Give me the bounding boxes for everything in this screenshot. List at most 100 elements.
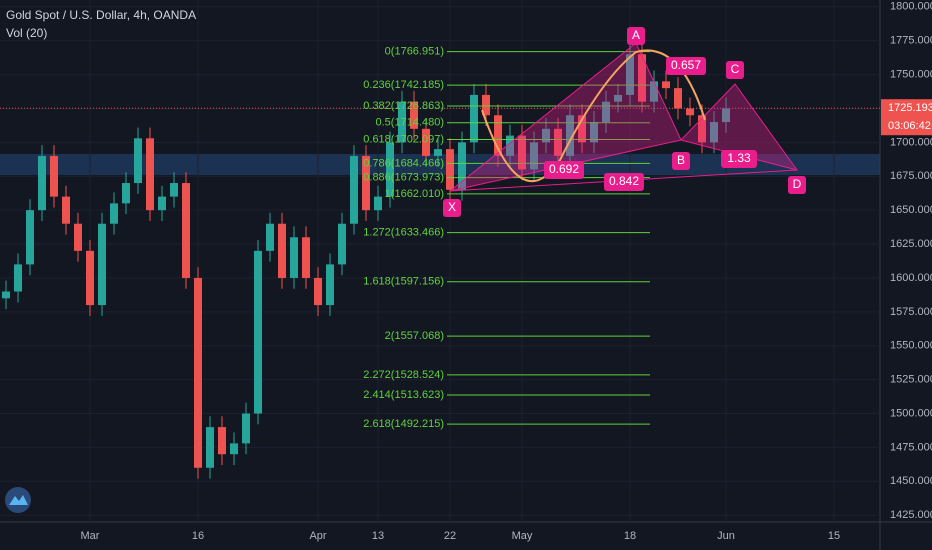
candle-body — [482, 94, 490, 116]
y-tick-label: 1675.000 — [890, 170, 932, 182]
candle-body — [134, 138, 142, 184]
fib-label: 1.618(1597.156) — [363, 276, 444, 288]
x-tick-label: 16 — [192, 530, 204, 542]
x-tick-label: 18 — [624, 530, 636, 542]
y-tick-label: 1775.000 — [890, 35, 932, 47]
fib-label: 0.886(1673.973) — [363, 172, 444, 184]
candle-body — [254, 250, 262, 414]
candle-body — [614, 94, 622, 102]
label-box — [672, 152, 690, 170]
candle-body — [686, 108, 694, 116]
fib-label: 0.236(1742.185) — [363, 79, 444, 91]
candle-body — [698, 115, 706, 143]
candle-body — [74, 223, 82, 251]
candle-body — [350, 155, 358, 224]
x-tick-label: 15 — [828, 530, 840, 542]
price-label: 1725.193 — [888, 102, 932, 114]
fib-label: 0.5(1714.480) — [376, 117, 445, 129]
candle-body — [266, 223, 274, 251]
fib-label: 1.272(1633.466) — [363, 226, 444, 238]
point-label: A — [632, 28, 640, 42]
x-tick-label: May — [512, 530, 533, 542]
label-box — [666, 57, 706, 75]
candle-body — [194, 277, 202, 468]
candle-body — [398, 101, 406, 143]
fib-label: 2(1557.068) — [385, 330, 444, 342]
x-tick-label: 13 — [372, 530, 384, 542]
y-tick-label: 1500.000 — [890, 407, 932, 419]
candle-body — [146, 138, 154, 211]
candle-body — [50, 155, 58, 197]
fib-label: 2.272(1528.524) — [363, 369, 444, 381]
y-tick-label: 1550.000 — [890, 340, 932, 352]
candle-body — [86, 250, 94, 306]
candle-body — [494, 115, 502, 156]
candle-body — [722, 108, 730, 123]
candle-body — [38, 155, 46, 211]
candle-body — [218, 427, 226, 455]
candle-body — [650, 81, 658, 102]
candle-body — [14, 264, 22, 292]
candle-body — [542, 128, 550, 143]
x-axis: Mar 16 Apr 13 22 May 18 Jun 15 — [81, 530, 841, 542]
candle-body — [290, 237, 298, 278]
y-tick-label: 1525.000 — [890, 374, 932, 386]
label-box — [788, 176, 806, 194]
pattern-labels: X A B C D 0.657 0.692 0.842 1.33 — [443, 27, 806, 217]
candle-body — [314, 277, 322, 306]
candle-body — [554, 128, 562, 156]
candle-body — [530, 142, 538, 170]
candle-body — [710, 122, 718, 143]
candle-body — [26, 210, 34, 265]
candle-body — [230, 443, 238, 455]
fib-label: 0.786(1684.466) — [363, 157, 444, 169]
candle-body — [62, 196, 70, 224]
volume-label: Vol (20) — [6, 26, 47, 40]
candle-body — [158, 196, 166, 211]
fib-label: 0.618(1702.097) — [363, 133, 444, 145]
fib-label: 2.618(1492.215) — [363, 418, 444, 430]
x-tick-label: 22 — [444, 530, 456, 542]
candle-body — [302, 237, 310, 278]
price-box — [881, 99, 932, 136]
candle-body — [362, 155, 370, 211]
candle-body — [110, 203, 118, 224]
label-box — [726, 61, 744, 79]
point-label: C — [731, 62, 740, 76]
countdown: 03:06:42 — [888, 120, 931, 132]
y-tick-label: 1750.000 — [890, 68, 932, 80]
point-label: D — [793, 177, 802, 191]
candles — [2, 43, 730, 479]
candle-body — [674, 88, 682, 109]
candle-body — [590, 122, 598, 143]
candle-body — [326, 264, 334, 306]
y-tick-label: 1475.000 — [890, 441, 932, 453]
fib-label: 0(1766.951) — [385, 45, 444, 57]
candle-body — [98, 223, 106, 306]
y-tick-label: 1650.000 — [890, 204, 932, 216]
candle-body — [578, 115, 586, 143]
ratio-label: 0.657 — [671, 58, 701, 72]
candle-body — [566, 115, 574, 156]
y-tick-label: 1700.000 — [890, 136, 932, 148]
ratio-label: 0.842 — [609, 174, 639, 188]
candle-body — [122, 183, 130, 204]
chart-title: Gold Spot / U.S. Dollar, 4h, OANDA — [6, 8, 196, 22]
candle-body — [386, 142, 394, 197]
candle-body — [662, 81, 670, 89]
x-tick-label: Jun — [717, 530, 735, 542]
candle-body — [626, 54, 634, 95]
candle-body — [434, 149, 442, 156]
candle-body — [506, 135, 514, 156]
y-tick-label: 1800.000 — [890, 1, 932, 13]
y-axis: 1425.000 1450.000 1475.000 1500.000 1525.000… — [881, 1, 932, 521]
label-box — [604, 173, 644, 191]
candle-body — [278, 223, 286, 278]
y-tick-label: 1625.000 — [890, 238, 932, 250]
zone — [0, 154, 880, 175]
y-tick-label: 1425.000 — [890, 509, 932, 521]
candle-body — [458, 142, 466, 190]
label-box — [627, 27, 645, 45]
